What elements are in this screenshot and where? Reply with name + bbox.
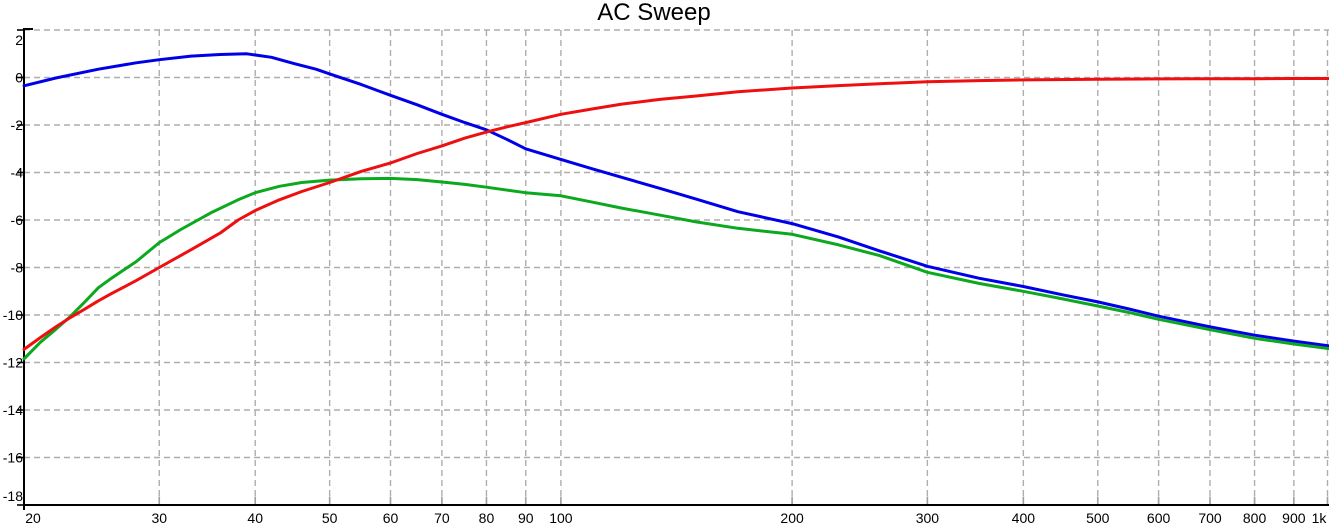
- y-tick-label: -14: [3, 402, 23, 418]
- x-tick-label: 70: [434, 510, 450, 526]
- x-tick-label: 400: [1012, 510, 1036, 526]
- x-tick-label: 1k: [1312, 510, 1328, 526]
- gridlines: [24, 29, 1329, 505]
- chart-title: AC Sweep: [597, 0, 711, 26]
- y-tick-label: -10: [3, 307, 23, 323]
- x-tick-label: 60: [383, 510, 399, 526]
- x-tick-label: 90: [518, 510, 534, 526]
- y-tick-label: -8: [11, 260, 24, 276]
- green-trace: [22, 176, 1329, 361]
- x-tick-label: 300: [916, 510, 940, 526]
- blue-trace: [22, 52, 1329, 348]
- x-tick-marks: [158, 496, 1329, 505]
- y-tick-label: -12: [3, 355, 23, 371]
- x-tick-label: 30: [151, 510, 167, 526]
- y-tick-label: 0: [15, 70, 23, 86]
- x-tick-label: 100: [549, 510, 573, 526]
- red-trace: [22, 77, 1329, 351]
- axis-lines: [23, 28, 1329, 506]
- y-tick-label: -16: [3, 450, 23, 466]
- x-tick-label: 40: [247, 510, 263, 526]
- x-tick-label: 500: [1086, 510, 1110, 526]
- x-tick-label: 900: [1282, 510, 1306, 526]
- y-tick-label: -6: [11, 212, 24, 228]
- x-tick-label: 600: [1147, 510, 1171, 526]
- x-tick-label: 20: [25, 510, 41, 526]
- y-tick-label: 2: [15, 32, 23, 48]
- y-tick-label: -2: [11, 117, 24, 133]
- x-tick-label: 200: [780, 510, 804, 526]
- x-tick-label: 50: [322, 510, 338, 526]
- y-tick-labels: 2 0 -2 -4 -6 -8 -10 -12 -14 -16 -18: [3, 32, 23, 504]
- x-tick-labels: 20 30 40 50 60 70 80 90 100 200 300 400 500 600 700 800…: [25, 510, 1327, 526]
- y-tick-label: -18: [3, 488, 23, 504]
- x-tick-label: 80: [479, 510, 495, 526]
- y-tick-label: -4: [11, 165, 24, 181]
- x-tick-label: 800: [1243, 510, 1267, 526]
- x-tick-label: 700: [1198, 510, 1222, 526]
- y-tick-marks: [17, 29, 24, 506]
